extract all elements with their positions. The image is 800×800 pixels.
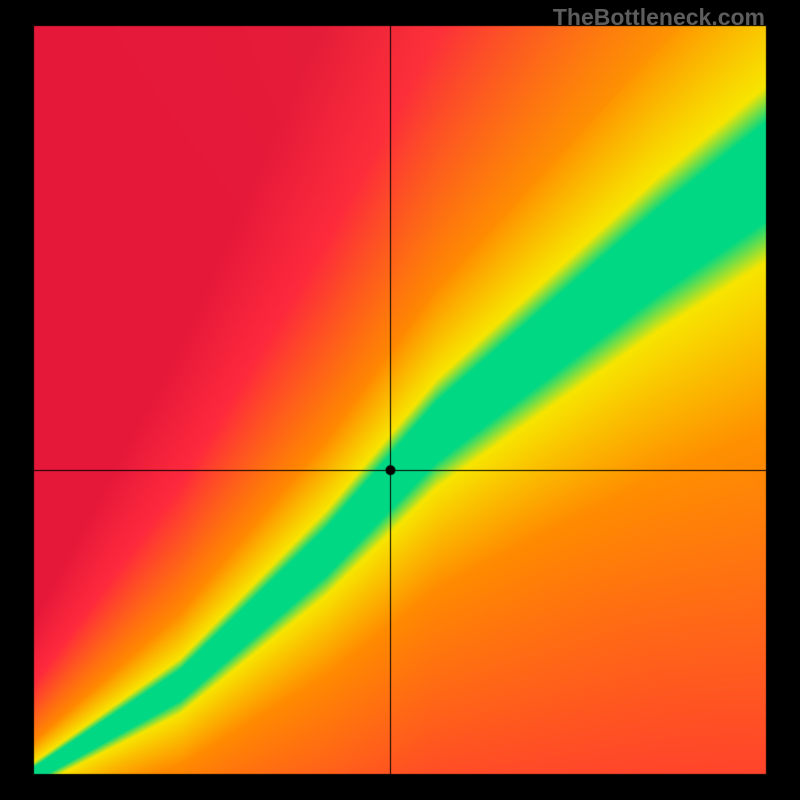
watermark-text: TheBottleneck.com [553, 4, 765, 31]
chart-container: TheBottleneck.com [0, 0, 800, 800]
bottleneck-heatmap [0, 0, 800, 800]
